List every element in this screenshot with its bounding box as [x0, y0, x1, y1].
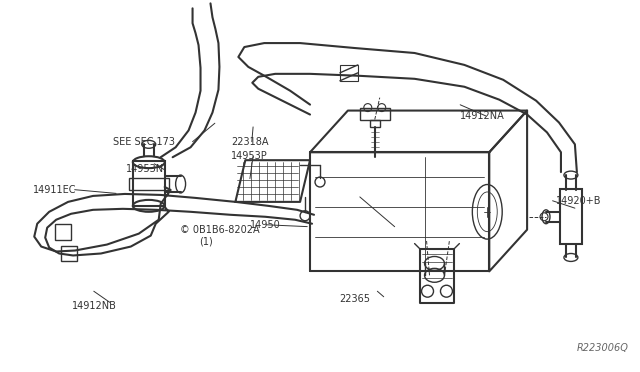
Text: R223006Q: R223006Q: [577, 343, 628, 353]
Text: 14912NA: 14912NA: [460, 111, 505, 121]
Text: 22365: 22365: [339, 294, 370, 304]
Text: 14911EC: 14911EC: [33, 185, 77, 195]
Bar: [360, 108, 390, 119]
Bar: [340, 65, 358, 81]
Text: © 0B1B6-8202A: © 0B1B6-8202A: [180, 225, 259, 235]
Bar: [55, 224, 71, 240]
Text: 22318A: 22318A: [231, 137, 268, 147]
Text: SEE SEC.173: SEE SEC.173: [113, 137, 175, 147]
Bar: [560, 189, 582, 244]
Bar: [370, 119, 380, 128]
Text: 14950: 14950: [250, 220, 281, 230]
Bar: [61, 246, 77, 262]
Bar: [129, 178, 169, 190]
Bar: [133, 161, 164, 206]
Text: (1): (1): [199, 236, 212, 246]
Text: 14953P: 14953P: [231, 151, 268, 161]
Text: 14912NB: 14912NB: [72, 301, 116, 311]
Text: 14920+B: 14920+B: [556, 196, 601, 206]
Text: 14953N: 14953N: [125, 164, 164, 174]
